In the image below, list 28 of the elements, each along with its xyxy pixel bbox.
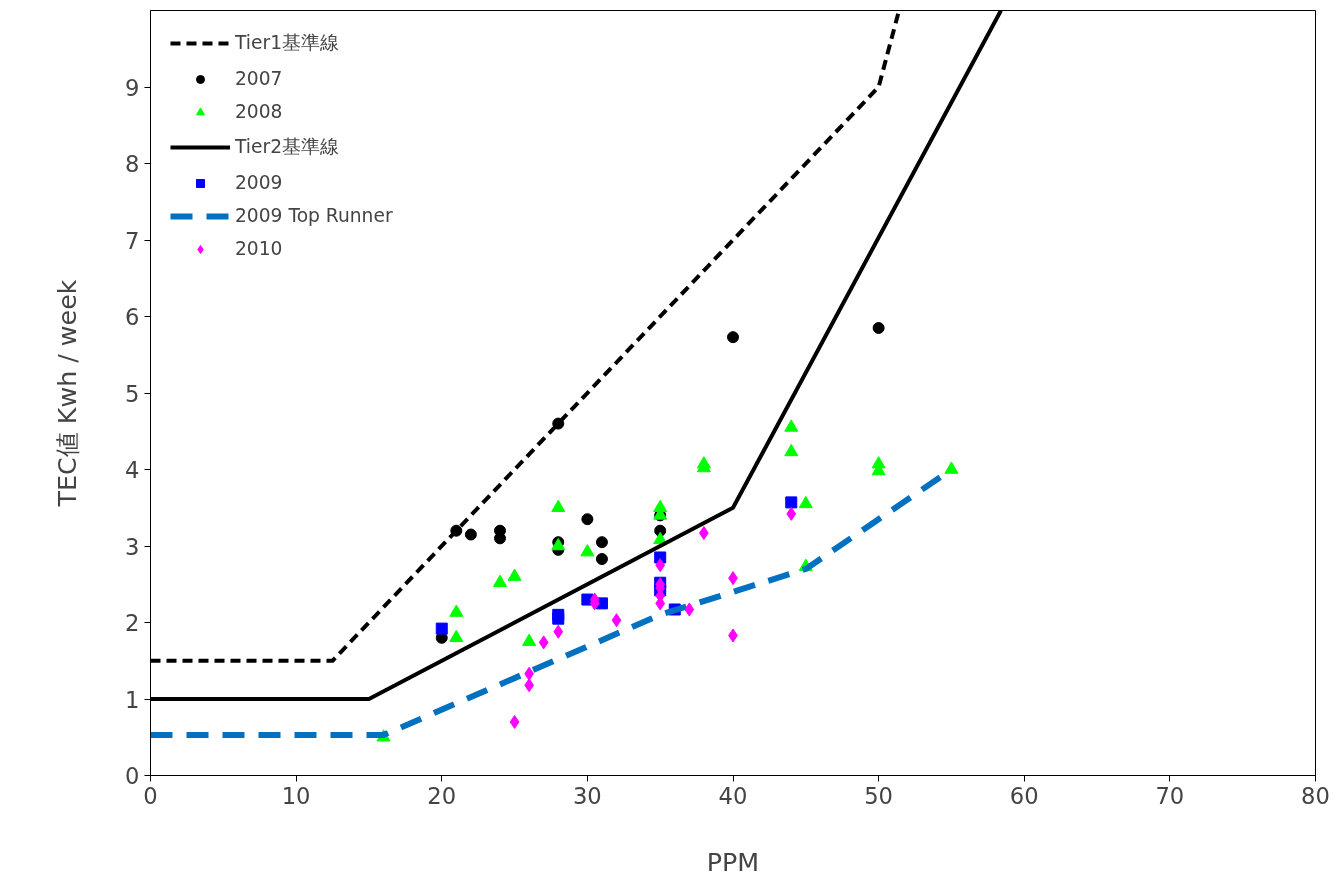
y-tick-label: 8 [125, 151, 140, 177]
y-tick-label: 2 [125, 610, 140, 636]
x-tick-label: 10 [281, 782, 311, 809]
legend-label: 2007 [235, 68, 283, 89]
legend-label: 2008 [235, 101, 283, 122]
y-tick-label: 6 [125, 304, 140, 330]
y-tick-label: 9 [125, 74, 140, 101]
x-tick-label: 70 [1155, 782, 1185, 809]
x-tick-label: 80 [1301, 782, 1330, 809]
y-axis-title: TEC値 Kwh / week [52, 279, 83, 508]
y-tick-label: 7 [125, 227, 140, 254]
y-tick-label: 3 [125, 533, 140, 560]
y-tick-label: 1 [125, 686, 140, 713]
x-tick-label: 30 [572, 782, 602, 809]
legend-label: Tier1基準線 [235, 31, 340, 55]
y-tick-label: 0 [125, 763, 140, 789]
y-tick-label: 5 [125, 380, 140, 407]
x-axis-title: PPM [706, 846, 760, 877]
legend-label: Tier2基準線 [235, 135, 340, 159]
x-tick-label: 0 [143, 782, 158, 809]
x-tick-label: 50 [864, 782, 894, 809]
x-tick-label: 60 [1009, 782, 1039, 809]
legend-label: 2010 [235, 238, 283, 259]
legend-label: 2009 Top Runner [235, 205, 393, 226]
legend-label: 2009 [235, 172, 283, 193]
x-tick-label: 20 [427, 782, 457, 809]
x-tick-label: 40 [718, 782, 748, 809]
y-tick-label: 4 [125, 457, 140, 483]
